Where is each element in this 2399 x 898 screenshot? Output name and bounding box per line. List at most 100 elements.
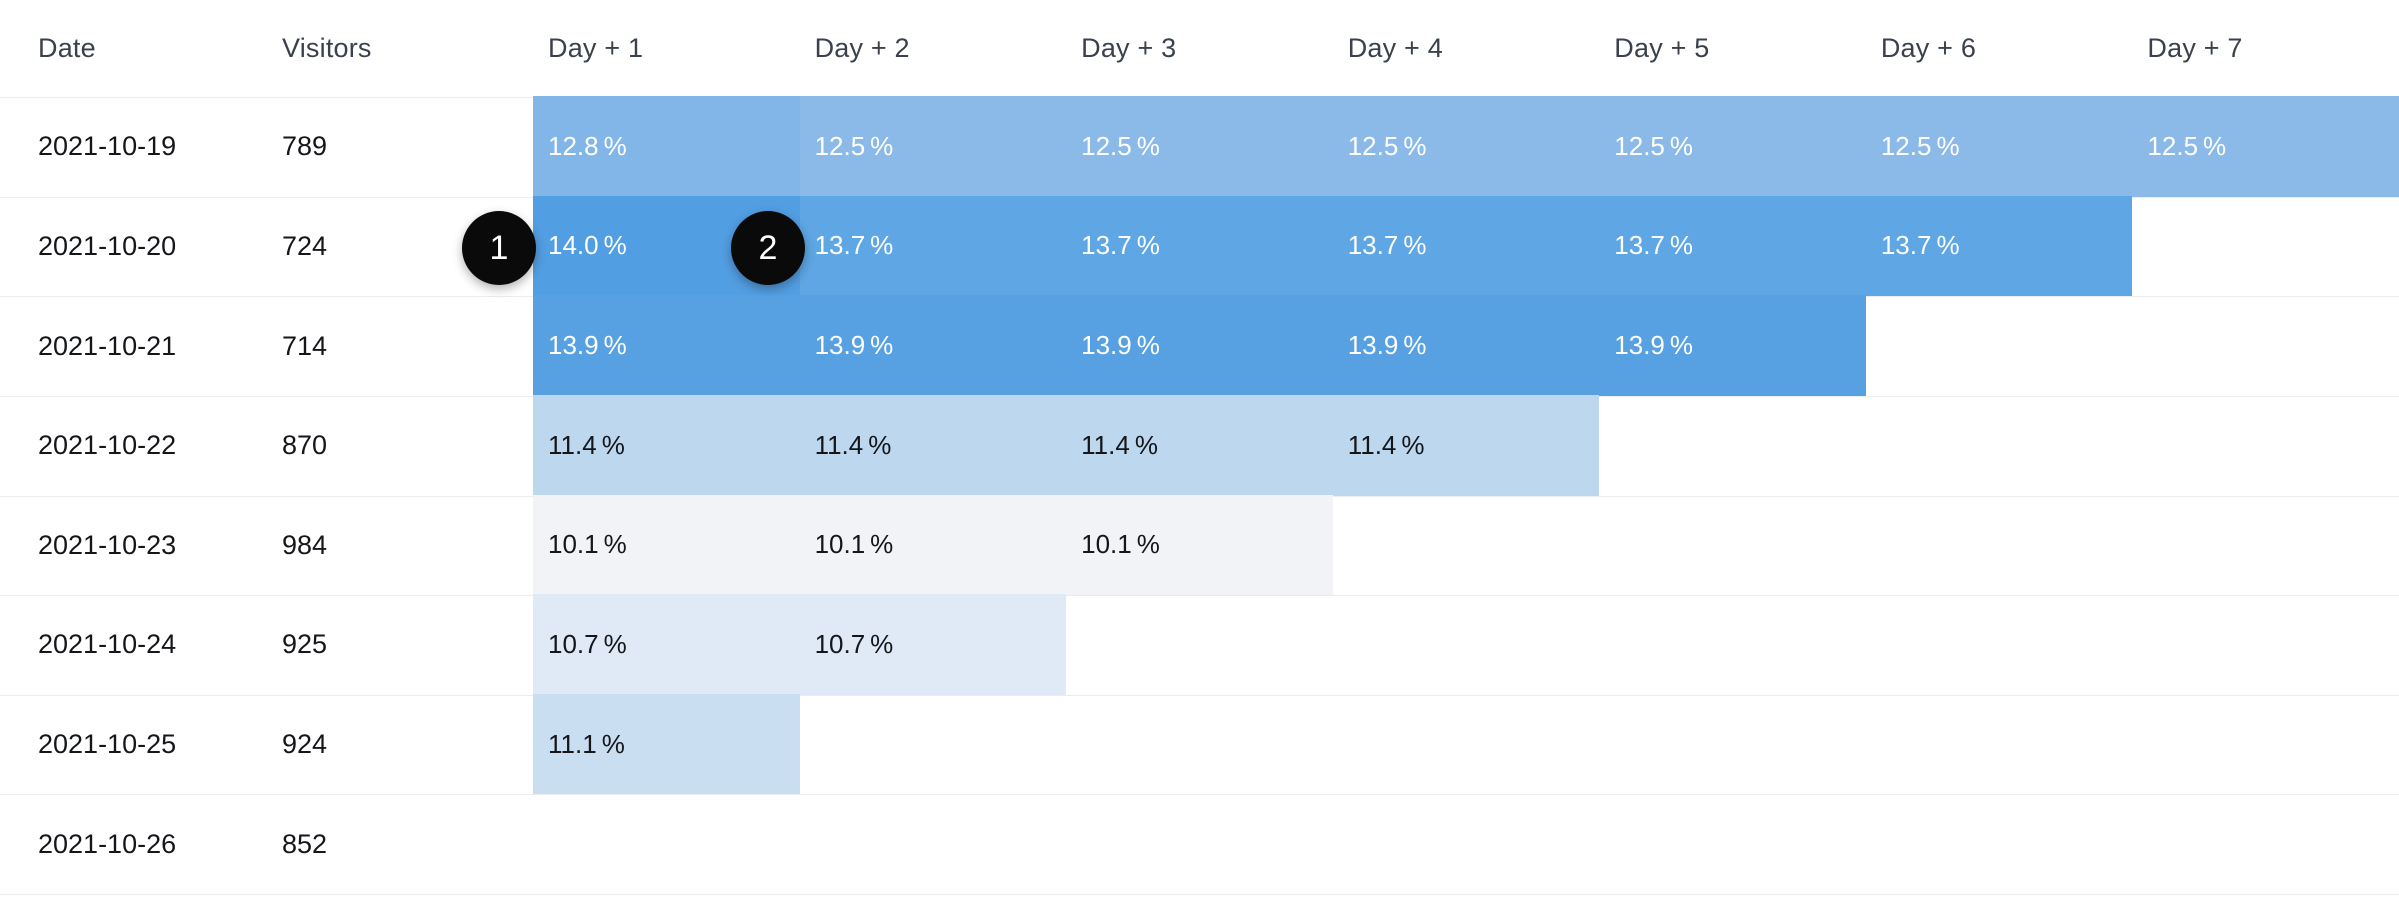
- retention-cell[interactable]: 12.8%: [533, 96, 800, 197]
- date-cell: 2021-10-19: [38, 131, 177, 162]
- retention-cell[interactable]: 10.7%: [799, 594, 1067, 695]
- empty-cell: [1866, 695, 2133, 795]
- visitors-cell: 984: [282, 529, 328, 560]
- table-body: 2021-10-19 789 12.8% 12.5% 12.5% 12.5% 12.5% 12…: [0, 96, 2399, 894]
- visitors-cell: 789: [282, 131, 328, 162]
- retention-value: 10.1: [548, 529, 599, 560]
- retention-cell[interactable]: 12.5%: [1332, 96, 1600, 197]
- retention-unit: %: [1134, 429, 1158, 460]
- retention-cell[interactable]: 10.1%: [799, 494, 1067, 596]
- callout-badge-1: 1: [462, 211, 536, 285]
- retention-value: 13.7: [814, 230, 866, 261]
- retention-cell[interactable]: 13.7%: [1332, 195, 1600, 297]
- empty-cell: [2132, 595, 2399, 695]
- retention-unit: %: [601, 728, 625, 759]
- empty-cell: [1599, 794, 1866, 894]
- empty-cell: [1599, 496, 1866, 596]
- retention-unit: %: [1403, 130, 1427, 161]
- visitors-cell: 870: [282, 430, 328, 461]
- retention-value: 10.7: [814, 628, 866, 659]
- table-row: 2021-10-25 924 11.1%: [0, 693, 2399, 795]
- empty-cell: [2132, 695, 2399, 795]
- table-row: 2021-10-19 789 12.8% 12.5% 12.5% 12.5% 12.5% 12…: [0, 96, 2399, 197]
- retention-cell[interactable]: 13.9%: [1599, 295, 1866, 396]
- retention-value: 13.7: [1081, 230, 1132, 261]
- retention-unit: %: [603, 529, 627, 560]
- retention-cell[interactable]: 11.4%: [1332, 394, 1600, 496]
- visitors-cell: 724: [282, 230, 328, 261]
- col-header-day-7: Day + 7: [2147, 33, 2243, 63]
- retention-cell[interactable]: 13.9%: [1332, 295, 1600, 396]
- retention-value: 12.5: [2147, 130, 2199, 161]
- empty-cell: [1599, 396, 1866, 496]
- retention-unit: %: [870, 130, 894, 161]
- retention-unit: %: [1136, 230, 1160, 261]
- empty-cell: [2132, 496, 2399, 596]
- date-cell: 2021-10-23: [38, 529, 177, 560]
- retention-cell[interactable]: 12.5%: [799, 96, 1067, 197]
- empty-cell: [1333, 496, 1600, 596]
- retention-cell[interactable]: 11.4%: [799, 394, 1067, 496]
- retention-cell[interactable]: 13.7%: [1066, 195, 1333, 297]
- empty-cell: [1333, 695, 1600, 795]
- empty-cell: [1333, 794, 1600, 894]
- retention-value: 12.8: [548, 130, 599, 161]
- retention-unit: %: [603, 330, 627, 361]
- empty-cell: [1066, 695, 1333, 795]
- retention-value: 13.9: [1081, 330, 1132, 361]
- date-cell: 2021-10-22: [38, 430, 177, 461]
- retention-cell[interactable]: 11.4%: [533, 394, 800, 496]
- empty-cell: [1066, 794, 1333, 894]
- table-row: 2021-10-23 984 10.1% 10.1% 10.1%: [0, 494, 2399, 596]
- col-header-date: Date: [38, 33, 96, 63]
- retention-cell[interactable]: 13.7%: [1865, 195, 2133, 297]
- retention-value: 12.5: [1614, 130, 1665, 161]
- retention-unit: %: [1669, 130, 1694, 161]
- retention-value: 11.4: [1347, 429, 1397, 460]
- retention-cell[interactable]: 10.1%: [1066, 494, 1333, 596]
- empty-cell: [1866, 595, 2133, 695]
- retention-cell[interactable]: 10.1%: [533, 494, 800, 596]
- visitors-cell: 852: [282, 828, 328, 859]
- retention-cell[interactable]: 12.5%: [1599, 96, 1866, 197]
- retention-cell[interactable]: 11.1%: [533, 693, 800, 795]
- empty-cell: [1866, 794, 2133, 894]
- retention-value: 14.0: [548, 230, 599, 261]
- retention-value: 13.7: [1347, 230, 1399, 261]
- empty-cell: [1599, 595, 1866, 695]
- col-header-visitors: Visitors: [282, 33, 372, 63]
- table-row: 2021-10-26 852: [0, 794, 2399, 894]
- retention-value: 12.5: [1081, 130, 1132, 161]
- retention-unit: %: [603, 628, 627, 659]
- table-row: 2021-10-21 714 13.9% 13.9% 13.9% 13.9% 13.9%: [0, 295, 2399, 396]
- retention-value: 12.5: [1347, 130, 1399, 161]
- retention-unit: %: [868, 429, 892, 460]
- retention-unit: %: [1403, 230, 1427, 261]
- retention-unit: %: [1936, 230, 1960, 261]
- retention-cell[interactable]: 11.4%: [1066, 394, 1333, 496]
- retention-cell[interactable]: 12.5%: [2132, 96, 2399, 197]
- retention-cell[interactable]: 13.7%: [1599, 195, 1866, 297]
- empty-cell: [1866, 296, 2133, 396]
- visitors-cell: 714: [282, 330, 328, 361]
- retention-cell[interactable]: 13.9%: [799, 295, 1067, 396]
- retention-value: 11.4: [814, 429, 864, 460]
- retention-cell[interactable]: 12.5%: [1066, 96, 1333, 197]
- date-cell: 2021-10-25: [38, 729, 177, 760]
- retention-cell[interactable]: 10.7%: [533, 594, 800, 695]
- retention-value: 13.9: [1614, 330, 1665, 361]
- retention-cell[interactable]: 13.7%: [799, 195, 1067, 297]
- retention-unit: %: [1669, 230, 1694, 261]
- empty-cell: [1599, 695, 1866, 795]
- retention-unit: %: [870, 230, 894, 261]
- empty-cell: [2132, 296, 2399, 396]
- retention-value: 12.5: [1880, 130, 1932, 161]
- col-header-day-6: Day + 6: [1880, 33, 1977, 63]
- empty-cell: [1866, 496, 2133, 596]
- retention-unit: %: [870, 628, 894, 659]
- retention-cell[interactable]: 13.9%: [1066, 295, 1333, 396]
- retention-cell[interactable]: 12.5%: [1865, 96, 2133, 197]
- retention-cell[interactable]: 13.9%: [533, 295, 800, 396]
- retention-unit: %: [1401, 429, 1425, 460]
